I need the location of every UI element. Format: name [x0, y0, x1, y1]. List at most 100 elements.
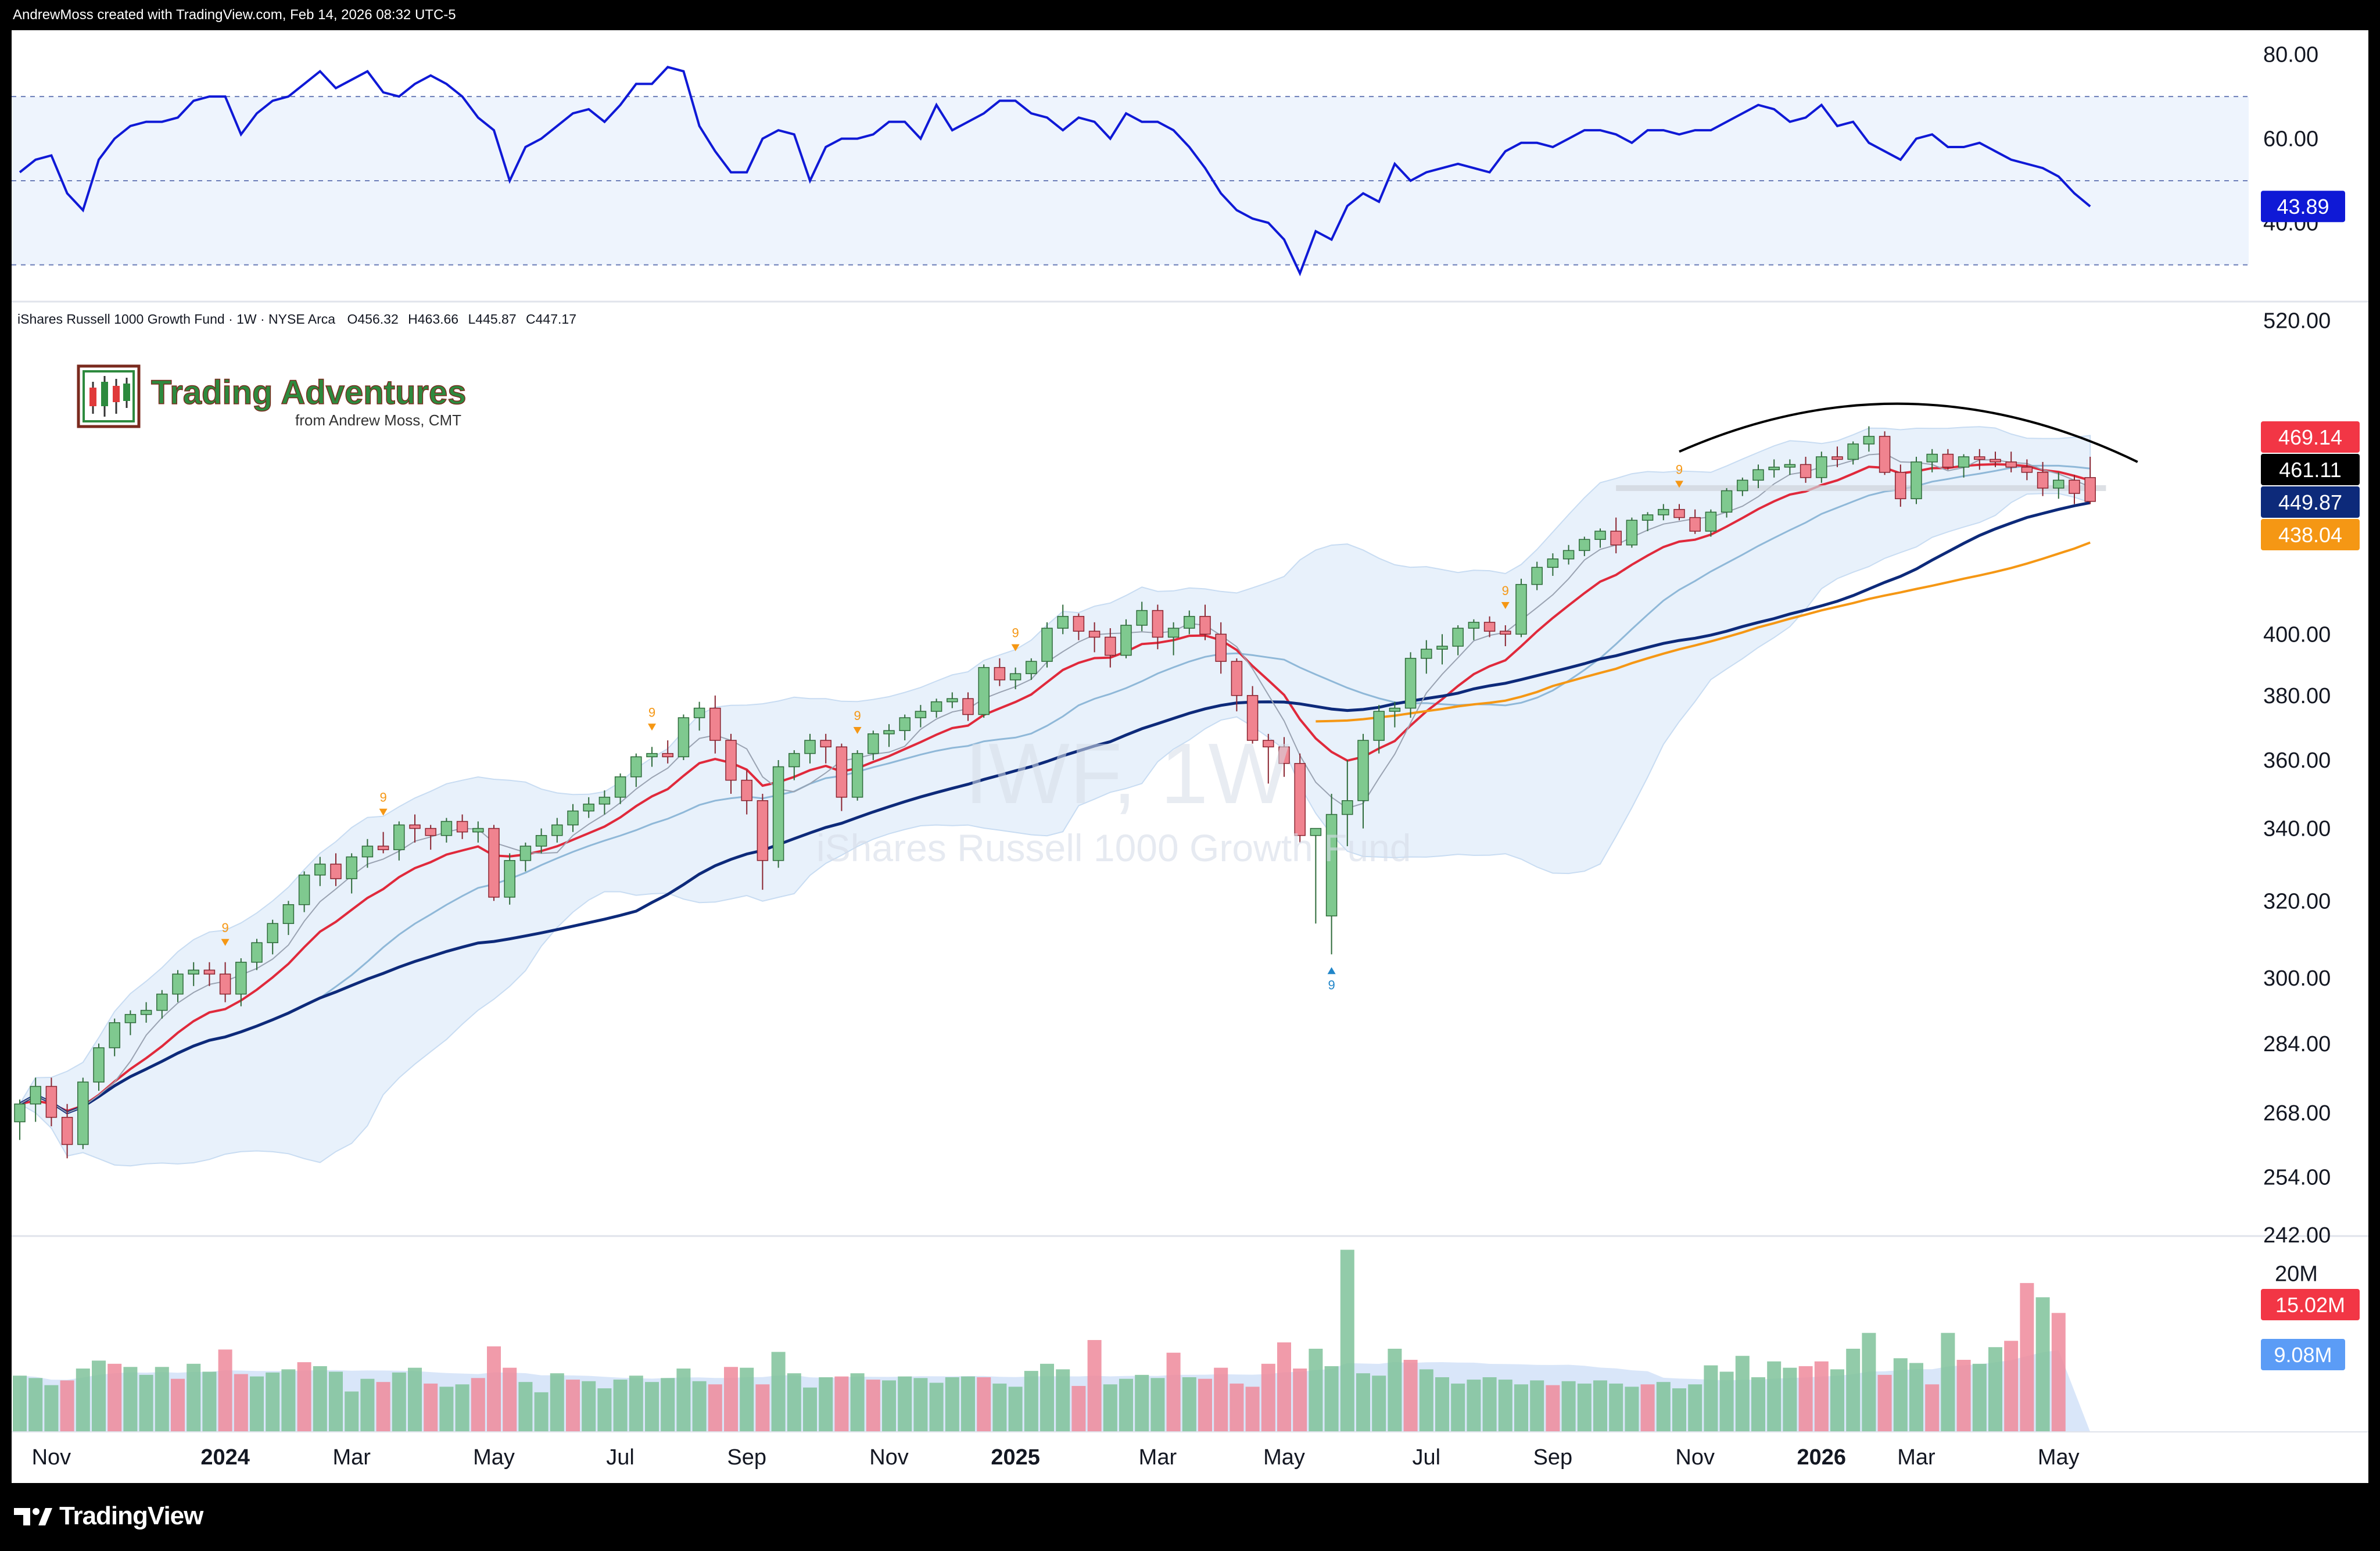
candle-body [2069, 479, 2080, 494]
candle-body [1310, 828, 1322, 836]
candle-body [947, 698, 958, 703]
candle [804, 733, 816, 764]
tradingview-brand[interactable]: TradingView [13, 1502, 203, 1531]
volume-bar [1672, 1388, 1686, 1432]
candle-body [30, 1086, 41, 1105]
candle [1911, 457, 1922, 504]
candle-body [1500, 631, 1511, 635]
candle [725, 733, 737, 794]
price-pane: 9 9 9 9 9 9 9 9 [12, 402, 2368, 1237]
ema-10-line [19, 463, 2091, 1113]
volume-value-badge-text: 15.02M [2275, 1293, 2345, 1317]
candle-body [519, 846, 532, 861]
candle-body [1816, 456, 1827, 478]
volume-bar [1862, 1333, 1876, 1432]
td-sell-count: 9 [1012, 626, 1019, 640]
volume-bar [613, 1380, 628, 1432]
volume-bar [582, 1381, 596, 1432]
candle-body [1926, 453, 1938, 463]
volume-bar [1087, 1339, 1102, 1432]
candle [1752, 464, 1764, 488]
candle [583, 797, 594, 818]
td-sell-count: 9 [854, 708, 861, 723]
candle-body [1847, 443, 1859, 460]
candle [156, 990, 168, 1019]
candle-body [2021, 467, 2033, 473]
candle [630, 753, 642, 787]
symbol-info: iShares Russell 1000 Growth Fund · 1W · … [17, 311, 576, 327]
volume-bar [1941, 1333, 1955, 1432]
volume-value-badge: 15.02M [2261, 1289, 2360, 1320]
candle-body [1389, 707, 1401, 712]
time-axis-label: May [2038, 1445, 2080, 1470]
candle-body [140, 1009, 152, 1015]
candle [1847, 441, 1859, 465]
volume-bar [1403, 1360, 1418, 1432]
candle-body [1594, 531, 1606, 540]
candle-body [346, 856, 357, 879]
candle-body [440, 821, 453, 836]
candle [1705, 509, 1717, 537]
time-axis-label: Nov [32, 1445, 71, 1470]
candle-body [551, 824, 563, 836]
candle [1041, 622, 1053, 668]
candle [1184, 610, 1195, 635]
candle [2021, 459, 2033, 481]
candle-body [535, 834, 547, 847]
price-axis-label: 360.00 [2263, 748, 2331, 773]
time-axis-label: Mar [1897, 1445, 1935, 1470]
candle [425, 825, 436, 850]
candle-body [504, 860, 515, 898]
candle-body [1974, 456, 1985, 460]
candle-body [1088, 631, 1101, 638]
candle [1721, 488, 1733, 518]
chart-area[interactable]: 9 9 9 9 9 9 9 9 Nov 2024 Mar May Jul Sep Nov 2025 Mar Ma… [12, 30, 2368, 1483]
candle-body [188, 969, 199, 975]
candle [1863, 426, 1875, 452]
candle-body [741, 779, 752, 801]
volume-bar [1688, 1384, 1702, 1432]
volume-bar [882, 1380, 896, 1432]
candle-body [772, 766, 784, 861]
candle-body [978, 667, 990, 715]
candle [2084, 457, 2096, 504]
volume-bar [692, 1381, 707, 1432]
candle [567, 804, 579, 832]
volume-bar [360, 1378, 375, 1432]
volume-bar [1309, 1348, 1323, 1432]
candle [1626, 517, 1638, 548]
volume-bar [2035, 1297, 2050, 1432]
volume-bar [171, 1378, 185, 1432]
candle [646, 747, 658, 767]
td-sell-arrow-icon [648, 723, 656, 731]
candle [1246, 686, 1259, 744]
candle [1167, 622, 1180, 655]
volume-bar [1388, 1348, 1402, 1432]
volume-bar [1103, 1384, 1117, 1432]
volume-bar [218, 1349, 232, 1432]
volume-bar [834, 1376, 849, 1432]
price-label-badge-bg [2261, 486, 2360, 518]
rsi-axis-label: 60.00 [2263, 127, 2318, 152]
chart-svg[interactable]: 9 9 9 9 9 9 9 9 Nov 2024 Mar May Jul Sep Nov 2025 Mar Ma… [12, 30, 2368, 1483]
candle [393, 821, 405, 861]
candle-body [409, 824, 421, 829]
candle-body [1721, 490, 1733, 513]
candle [1199, 604, 1211, 640]
volume-bar [187, 1363, 201, 1432]
candle-body [883, 730, 895, 735]
candle-body [1562, 550, 1575, 560]
volume-bar [281, 1369, 296, 1432]
candles-logo-icon [89, 376, 130, 417]
candle [962, 692, 974, 721]
volume-bar [898, 1376, 912, 1432]
candle-body [1009, 673, 1021, 680]
candle [61, 1104, 73, 1159]
candle-body [1768, 467, 1780, 471]
candle-body [1579, 539, 1590, 551]
candle [1515, 578, 1527, 637]
volume-bar [1656, 1382, 1671, 1432]
candle [1768, 459, 1780, 478]
candle-body [488, 828, 500, 898]
price-axis-label: 380.00 [2263, 684, 2331, 708]
